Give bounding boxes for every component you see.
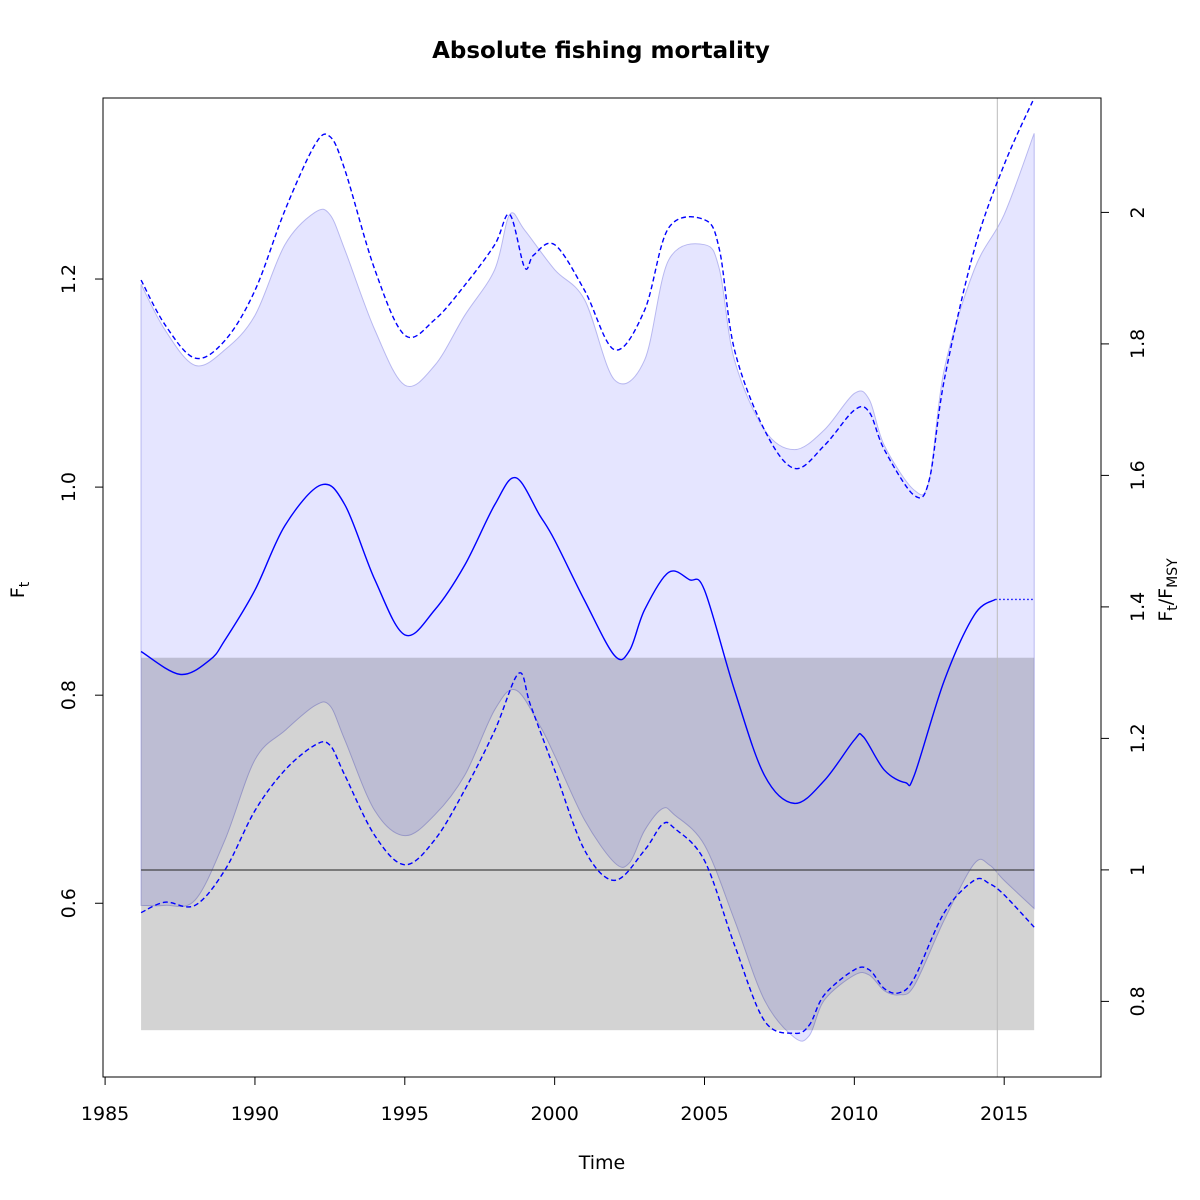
x-tick-label: 2010 xyxy=(830,1103,878,1125)
series-line xyxy=(140,477,996,805)
series-line xyxy=(140,98,1035,499)
y2-label-sub: t xyxy=(1165,605,1181,611)
y-label-sub: t xyxy=(17,581,33,587)
y2-tick-label: 2 xyxy=(1127,206,1149,218)
x-axis-label: Time xyxy=(578,1152,626,1174)
y2-tick-label: 0.8 xyxy=(1127,986,1149,1016)
series-line xyxy=(140,672,1035,1035)
y2-label-sub2: MSY xyxy=(1165,558,1181,588)
x-tick-label: 2015 xyxy=(980,1103,1028,1125)
x-tick-label: 1985 xyxy=(81,1103,129,1125)
x-tick-label: 2005 xyxy=(680,1103,728,1125)
y-tick-label: 0.8 xyxy=(58,680,80,710)
fmsy-band xyxy=(141,657,1035,1031)
y2-tick-label: 1.2 xyxy=(1127,723,1149,753)
y2-tick-label: 1.4 xyxy=(1127,592,1149,622)
plot-area xyxy=(140,98,1035,1077)
chart-title: Absolute fishing mortality xyxy=(432,38,770,64)
y2-tick-label: 1.8 xyxy=(1127,329,1149,359)
y-tick-label: 0.6 xyxy=(58,888,80,918)
plot-frame xyxy=(102,97,1102,1078)
y2-tick-label: 1 xyxy=(1127,864,1149,876)
x-tick-label: 1995 xyxy=(381,1103,429,1125)
y-label-main: F xyxy=(7,587,29,598)
y2-label-main2: /F xyxy=(1155,588,1177,605)
y-tick-label: 1.2 xyxy=(58,264,80,294)
x-tick-label: 1990 xyxy=(231,1103,279,1125)
y2-axis-label: Ft/FMSY xyxy=(1155,558,1181,622)
y-tick-label: 1.0 xyxy=(58,472,80,502)
y2-label-main: F xyxy=(1155,611,1177,622)
x-tick-label: 2000 xyxy=(530,1103,578,1125)
y-axis-label: Ft xyxy=(7,581,33,598)
y2-tick-label: 1.6 xyxy=(1127,460,1149,490)
